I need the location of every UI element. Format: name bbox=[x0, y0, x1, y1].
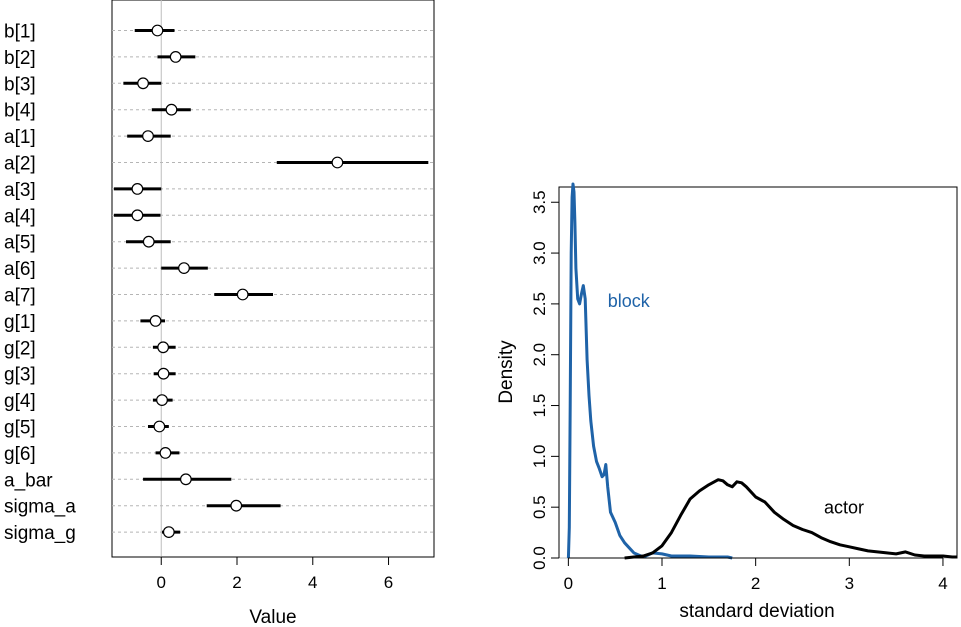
x-tick-label: 6 bbox=[384, 573, 393, 592]
mean-point bbox=[142, 235, 155, 248]
x-tick-label: 0 bbox=[157, 573, 166, 592]
mean-point bbox=[151, 24, 164, 37]
y-tick-label: 3.0 bbox=[530, 241, 549, 265]
param-label: b[1] bbox=[4, 22, 36, 43]
x-tick-label: 0 bbox=[564, 574, 573, 593]
x-tick-label: 1 bbox=[657, 574, 666, 593]
y-tick-label: 1.5 bbox=[530, 394, 549, 418]
density-plot-frame bbox=[558, 186, 958, 559]
mean-point bbox=[162, 526, 175, 538]
density-plot: block actor 0 1 2 3 4 0.0 0.5 1.0 1.5 2.0 2.5 3.0 3.… bbox=[496, 182, 958, 622]
mean-point bbox=[157, 341, 170, 354]
param-label: b[3] bbox=[4, 74, 36, 95]
param-label: g[1] bbox=[4, 312, 36, 333]
y-tick-label: 3.5 bbox=[530, 190, 549, 214]
mean-point bbox=[131, 209, 144, 222]
x-tick-label: 2 bbox=[751, 574, 760, 593]
forest-param-labels: b[1] b[2] b[3] b[4] a[1] a[2] a[3] a[4] a[5] a[6]… bbox=[4, 22, 76, 545]
param-label: a[7] bbox=[4, 286, 36, 307]
mean-point bbox=[142, 130, 154, 143]
x-tick-label: 2 bbox=[232, 573, 241, 592]
param-label: g[5] bbox=[4, 418, 36, 439]
param-label: g[6] bbox=[4, 444, 36, 465]
forest-plot: b[1] b[2] b[3] b[4] a[1] a[2] a[3] a[4] a[5] a[6]… bbox=[4, 0, 435, 627]
param-label: sigma_g bbox=[4, 523, 76, 544]
param-label: b[2] bbox=[4, 48, 36, 69]
param-label: g[2] bbox=[4, 338, 36, 359]
y-tick-label: 1.0 bbox=[530, 445, 549, 469]
param-label: sigma_a bbox=[4, 497, 76, 518]
mean-point bbox=[165, 103, 178, 116]
param-label: a[1] bbox=[4, 127, 36, 148]
x-tick-label: 4 bbox=[938, 574, 947, 593]
density-y-axis: 0.0 0.5 1.0 1.5 2.0 2.5 3.0 3.5 bbox=[530, 190, 560, 570]
param-label: a[3] bbox=[4, 180, 36, 201]
mean-point bbox=[131, 182, 144, 195]
param-label: a[4] bbox=[4, 206, 36, 227]
param-label: b[4] bbox=[4, 101, 36, 122]
forest-x-axis: 0 2 4 6 bbox=[157, 556, 393, 592]
x-tick-label: 3 bbox=[845, 574, 854, 593]
density-y-axis-title: Density bbox=[496, 340, 517, 404]
param-label: g[4] bbox=[4, 391, 36, 412]
series-label-actor: actor bbox=[824, 497, 864, 517]
density-series-group: block actor bbox=[566, 182, 957, 560]
x-tick-label: 4 bbox=[308, 573, 317, 592]
param-label: a[5] bbox=[4, 233, 36, 254]
series-label-block: block bbox=[608, 291, 651, 311]
mean-point bbox=[178, 262, 190, 275]
y-tick-label: 2.0 bbox=[530, 343, 549, 367]
mean-point bbox=[236, 288, 249, 301]
density-line-block bbox=[566, 182, 733, 560]
mean-point bbox=[157, 367, 170, 380]
mean-point bbox=[169, 51, 182, 63]
param-label: a_bar bbox=[4, 470, 53, 491]
mean-point bbox=[137, 77, 149, 90]
mean-point bbox=[153, 420, 166, 433]
y-tick-label: 0.0 bbox=[530, 546, 549, 570]
density-line-actor bbox=[624, 478, 957, 560]
mean-point bbox=[159, 447, 172, 459]
mean-point bbox=[179, 473, 192, 486]
forest-rows bbox=[113, 24, 429, 538]
param-label: g[3] bbox=[4, 365, 36, 386]
density-x-axis-title: standard deviation bbox=[679, 601, 834, 622]
mean-point bbox=[156, 394, 168, 407]
mean-point bbox=[331, 156, 344, 169]
mean-point bbox=[230, 499, 243, 512]
param-label: a[6] bbox=[4, 259, 36, 280]
mean-point bbox=[149, 315, 162, 327]
y-tick-label: 0.5 bbox=[530, 495, 549, 519]
forest-x-axis-title: Value bbox=[249, 607, 296, 627]
density-x-axis: 0 1 2 3 4 bbox=[564, 557, 948, 593]
forest-gridlines bbox=[112, 30, 434, 533]
y-tick-label: 2.5 bbox=[530, 292, 549, 316]
param-label: a[2] bbox=[4, 154, 36, 175]
